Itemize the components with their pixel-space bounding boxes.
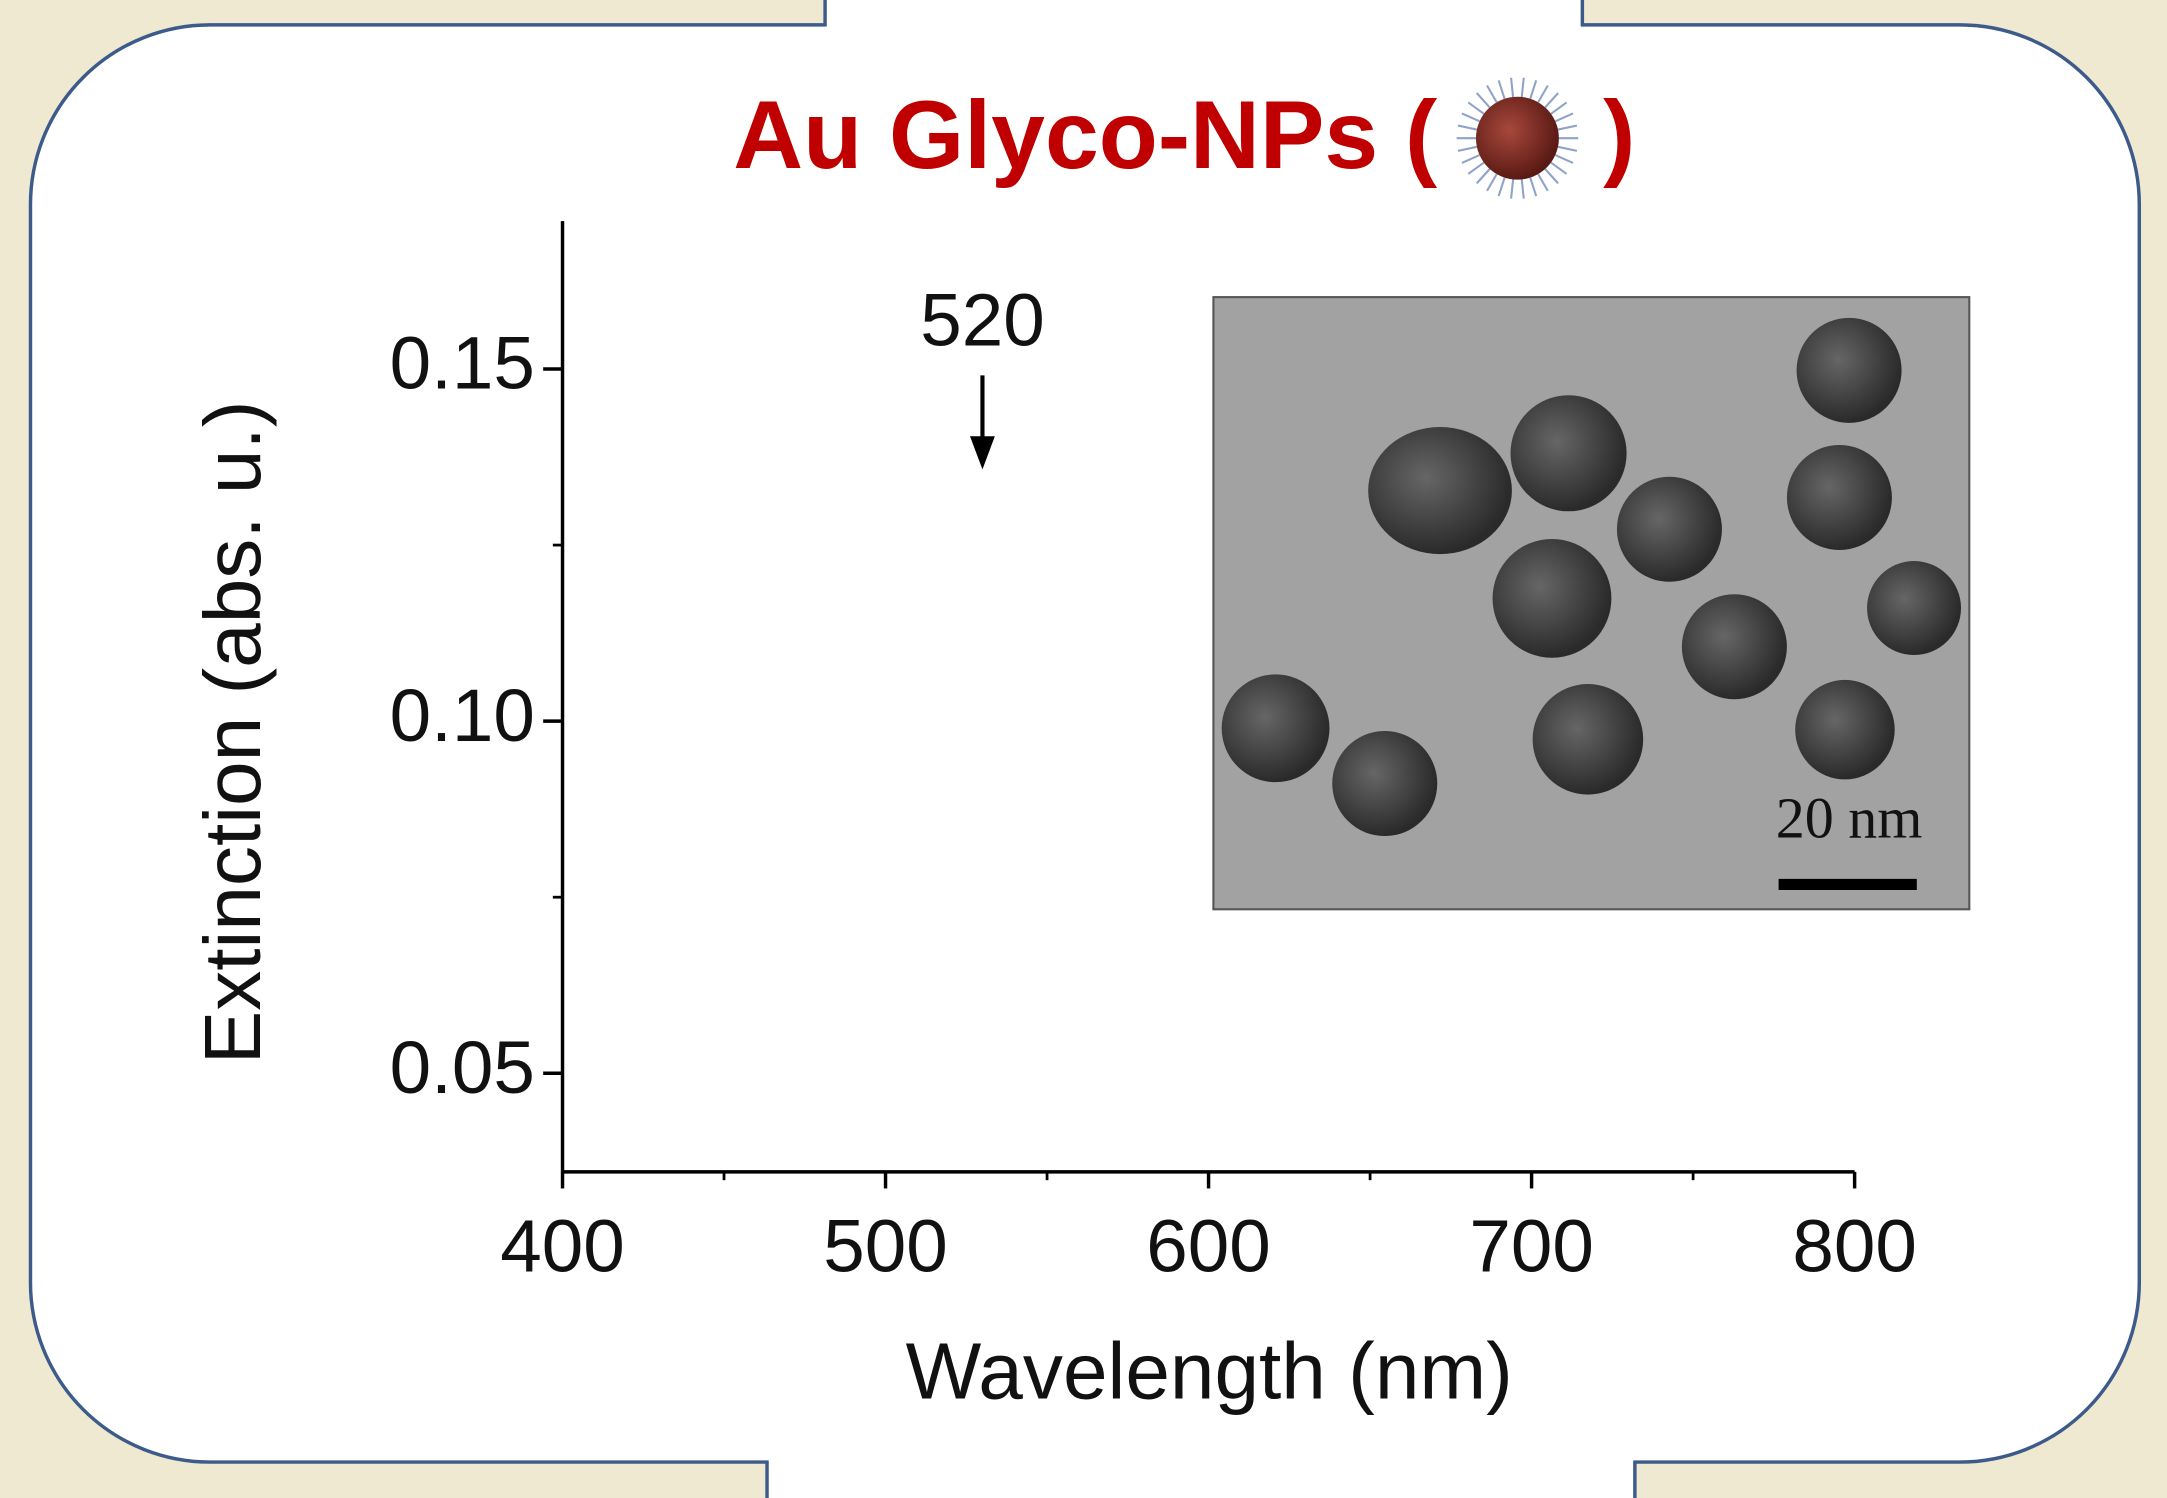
particle xyxy=(1493,539,1612,658)
y-tick-label: 0.10 xyxy=(390,673,535,757)
scale-bar-label: 20 nm xyxy=(1776,785,1923,850)
chart-title: Au Glyco-NPs ( xyxy=(733,81,1438,189)
particle xyxy=(1787,445,1892,550)
top-tab xyxy=(826,0,1581,30)
particle xyxy=(1795,680,1894,779)
particle xyxy=(1617,477,1722,582)
y-tick-label: 0.15 xyxy=(390,321,535,405)
x-axis-label: Wavelength (nm) xyxy=(906,1326,1513,1416)
particle xyxy=(1867,561,1961,655)
particle xyxy=(1533,684,1644,795)
x-tick-label: 600 xyxy=(1146,1204,1270,1288)
x-tick-label: 800 xyxy=(1792,1204,1916,1288)
particle xyxy=(1682,594,1787,699)
y-tick-label: 0.05 xyxy=(390,1025,535,1109)
particle xyxy=(1368,427,1512,554)
annotation: 520 xyxy=(920,277,1044,361)
inset: 20 nm xyxy=(1213,297,1969,909)
page: Au Glyco-NPs ( ) Wavelength (nm) Extinct… xyxy=(0,0,2167,1498)
particle xyxy=(1797,318,1902,423)
chart: Au Glyco-NPs ( ) Wavelength (nm) Extinct… xyxy=(0,0,2167,1498)
chart-title: ) xyxy=(1603,81,1635,189)
particle xyxy=(1222,674,1330,782)
x-tick-label: 500 xyxy=(823,1204,947,1288)
icon-particle xyxy=(1476,97,1559,180)
particle xyxy=(1332,731,1437,836)
x-tick-label: 700 xyxy=(1469,1204,1593,1288)
particle xyxy=(1511,395,1627,511)
x-tick-label: 400 xyxy=(500,1204,624,1288)
bottom-tab xyxy=(768,1457,1633,1498)
y-axis-label: Extinction (abs. u.) xyxy=(187,401,277,1065)
